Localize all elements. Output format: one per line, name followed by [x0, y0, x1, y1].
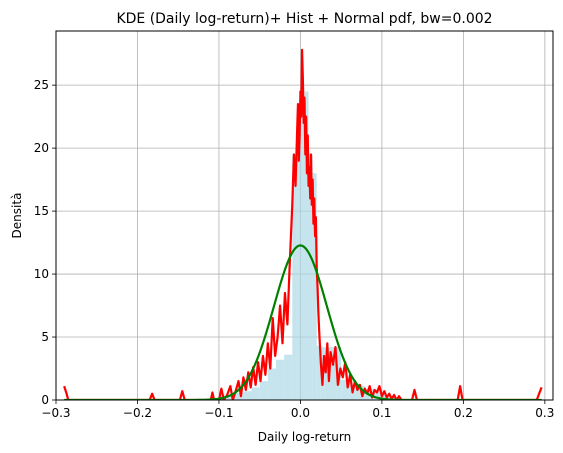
- histogram-bar: [267, 368, 276, 400]
- histogram-bar: [284, 354, 293, 400]
- plot-frame: [55, 30, 554, 401]
- histogram-bar: [341, 379, 350, 400]
- x-tick-label: 0.1: [372, 406, 391, 420]
- x-tick-label: 0.2: [454, 406, 473, 420]
- x-tick-label: −0.2: [123, 406, 152, 420]
- histogram-bar: [243, 391, 252, 400]
- x-tick-label: 0.3: [535, 406, 554, 420]
- histogram-bar: [304, 91, 309, 400]
- histogram-bar: [300, 110, 305, 400]
- series-lines: [63, 48, 543, 400]
- histogram-bar: [292, 154, 297, 400]
- histogram-bar: [235, 393, 244, 400]
- y-tick-label: 10: [34, 267, 49, 281]
- x-tick-label: −0.3: [41, 406, 70, 420]
- y-tick-label: 20: [34, 141, 49, 155]
- y-tick-label: 15: [34, 204, 49, 218]
- axis-ticks: −0.3 −0.2 −0.1 0.0 0.1 0.2 0.3 0 5 10 15 20 25: [34, 78, 555, 420]
- histogram-bar: [259, 381, 268, 400]
- histogram-bar: [312, 173, 317, 400]
- histogram-bar: [308, 154, 313, 400]
- histogram-bar: [373, 392, 382, 400]
- y-tick-label: 25: [34, 78, 49, 92]
- histogram-bar: [296, 148, 301, 400]
- y-axis-label: Densità: [10, 193, 24, 239]
- histogram-bar: [316, 345, 321, 400]
- x-tick-label: −0.1: [204, 406, 233, 420]
- x-axis-label: Daily log-return: [258, 430, 352, 444]
- kde-line: [63, 48, 543, 400]
- x-tick-label: 0.0: [291, 406, 310, 420]
- histogram-bar: [251, 387, 260, 400]
- histogram-bar: [227, 394, 236, 400]
- histogram-bar: [275, 359, 285, 400]
- y-tick-label: 0: [41, 393, 49, 407]
- normal-pdf-line: [64, 244, 542, 400]
- y-tick-label: 5: [41, 330, 49, 344]
- chart-title: KDE (Daily log-return)+ Hist + Normal pd…: [116, 11, 492, 27]
